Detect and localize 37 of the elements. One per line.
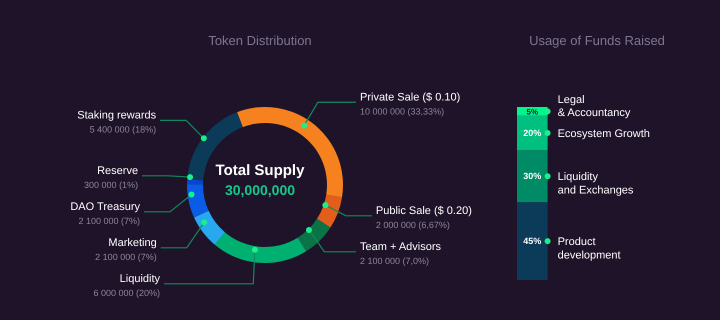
data-label: 2 100 000 (7%) bbox=[95, 252, 157, 262]
data-label: 20% bbox=[523, 128, 542, 138]
slice-label: Liquidity bbox=[120, 272, 160, 285]
data-label: 30% bbox=[523, 171, 542, 182]
data-label: 45% bbox=[523, 236, 542, 246]
donut-slice bbox=[298, 218, 330, 252]
donut-slice bbox=[187, 179, 204, 184]
donut-slice bbox=[194, 210, 225, 245]
bar bbox=[517, 202, 548, 280]
slice-label: Public Sale ($ 0.20) bbox=[376, 204, 472, 217]
data-label: 10 000 000 (33,33%) bbox=[360, 106, 444, 116]
data-label: 2 100 000 (7,0%) bbox=[360, 256, 430, 266]
series-label: Product development bbox=[558, 236, 621, 262]
series-label: Ecosystem Growth bbox=[558, 128, 650, 140]
donut-slice bbox=[214, 232, 306, 263]
series-label: Legal & Accountancy bbox=[558, 94, 631, 120]
text: Total Supply bbox=[216, 162, 306, 179]
text: Usage of Funds Raised bbox=[529, 33, 665, 48]
series-label: Liquidity and Exchanges bbox=[558, 171, 634, 196]
donut-slice bbox=[317, 194, 342, 228]
slice-label: Private Sale ($ 0.10) bbox=[360, 91, 460, 104]
data-label: 300 000 (1%) bbox=[84, 180, 138, 190]
slice-label: Team + Advisors bbox=[360, 240, 442, 253]
slice-label: Marketing bbox=[108, 236, 157, 249]
data-label: 6 000 000 (20%) bbox=[93, 288, 160, 298]
data-label: 2 100 000 (7%) bbox=[78, 216, 140, 226]
slice-label: DAO Treasury bbox=[70, 200, 141, 213]
bar bbox=[517, 116, 548, 150]
donut-slice bbox=[187, 184, 209, 218]
text: 30,000,000 bbox=[224, 182, 296, 198]
bar bbox=[517, 150, 548, 202]
slice-label: Staking rewards bbox=[77, 109, 157, 122]
data-label: 5% bbox=[526, 107, 538, 116]
chart-title: Token Distribution bbox=[208, 33, 312, 48]
data-label: 2 000 000 (6,67%) bbox=[376, 220, 450, 230]
data-label: 5 400 000 (18%) bbox=[90, 124, 156, 134]
slice-label: Reserve bbox=[97, 164, 138, 177]
